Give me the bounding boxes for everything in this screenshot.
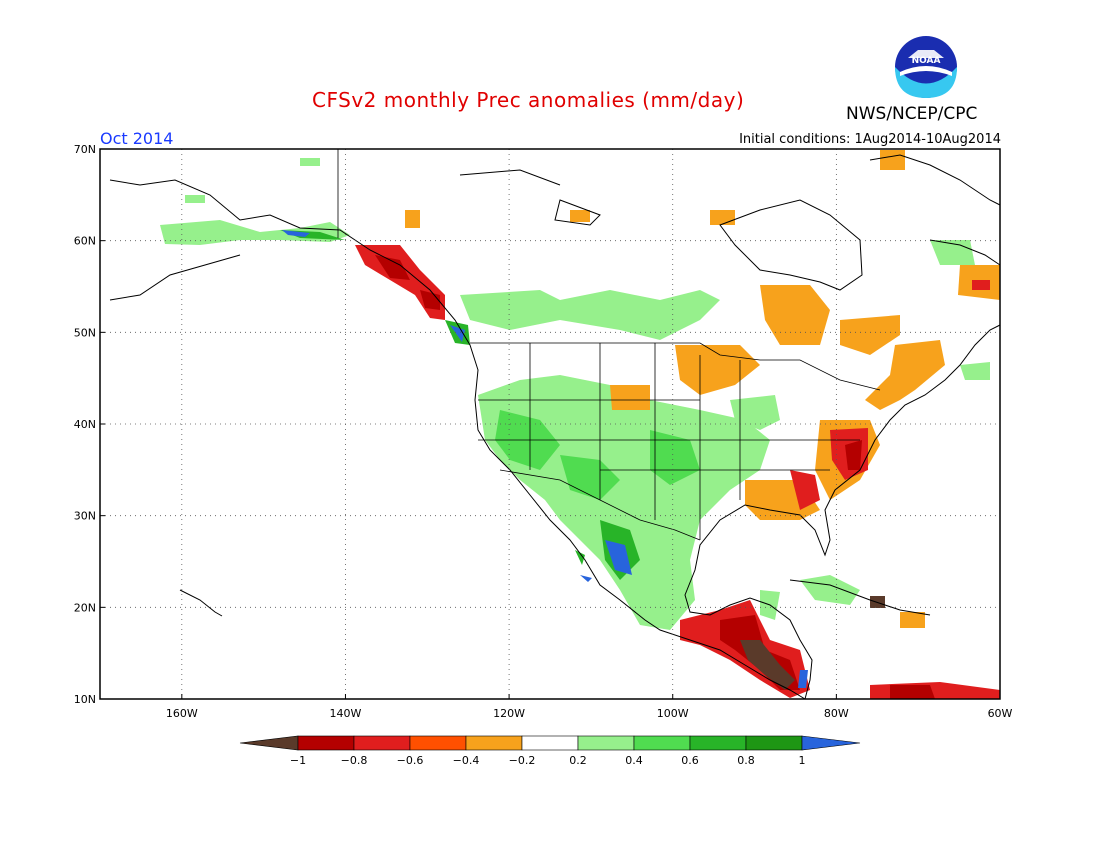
map-title: CFSv2 monthly Prec anomalies (mm/day) (312, 88, 745, 112)
legend-high-arrow (801, 735, 861, 751)
noaa-logo-icon: NOAA (895, 36, 957, 98)
anomaly-shading (160, 150, 1000, 699)
legend-label: 0.8 (737, 754, 755, 767)
latitude-tick-label: 20N (74, 601, 96, 614)
forecast-month: Oct 2014 (100, 129, 174, 148)
political-borders (337, 149, 881, 541)
latitude-tick-label: 30N (74, 510, 96, 523)
legend-label: −1 (290, 754, 306, 767)
legend-label: 0.4 (625, 754, 643, 767)
legend-swatch (521, 735, 579, 751)
legend-swatch (633, 735, 691, 751)
legend-label: 1 (799, 754, 806, 767)
legend-swatch (409, 735, 467, 751)
legend-swatch (745, 735, 803, 751)
legend-label: −0.8 (341, 754, 368, 767)
latitude-tick-label: 50N (74, 326, 96, 339)
latitude-tick-labels: 10N 20N 30N 40N 50N 60N 70N (74, 143, 105, 706)
longitude-tick-label: 80W (824, 707, 849, 720)
svg-text:NOAA: NOAA (912, 56, 941, 66)
legend-swatch (465, 735, 523, 751)
initial-conditions: Initial conditions: 1Aug2014-10Aug2014 (739, 132, 1001, 147)
graticule (100, 149, 1000, 699)
longitude-tick-label: 60W (988, 707, 1013, 720)
coastlines (109, 154, 1001, 700)
legend-label: 0.2 (569, 754, 587, 767)
longitude-tick-label: 120W (493, 707, 525, 720)
legend-label: −0.6 (397, 754, 424, 767)
longitude-tick-labels: 160W 140W 120W 100W 80W 60W (166, 694, 1013, 720)
latitude-tick-label: 70N (74, 143, 96, 156)
legend-swatch (353, 735, 411, 751)
legend-swatch (577, 735, 635, 751)
longitude-tick-label: 160W (166, 707, 198, 720)
legend-label: −0.2 (509, 754, 536, 767)
latitude-tick-label: 10N (74, 693, 96, 706)
legend-low-arrow (239, 735, 299, 751)
legend-label: −0.4 (453, 754, 480, 767)
latitude-tick-label: 60N (74, 235, 96, 248)
map-area (99, 148, 1001, 700)
agency-label: NWS/NCEP/CPC (846, 104, 978, 124)
legend-swatch (297, 735, 355, 751)
longitude-tick-label: 140W (330, 707, 362, 720)
legend-label: 0.6 (681, 754, 699, 767)
longitude-tick-label: 100W (657, 707, 689, 720)
color-legend: −1 −0.8 −0.6 −0.4 −0.2 0.2 0.4 0.6 0.8 1 (239, 735, 861, 767)
latitude-tick-label: 40N (74, 418, 96, 431)
legend-swatch (689, 735, 747, 751)
